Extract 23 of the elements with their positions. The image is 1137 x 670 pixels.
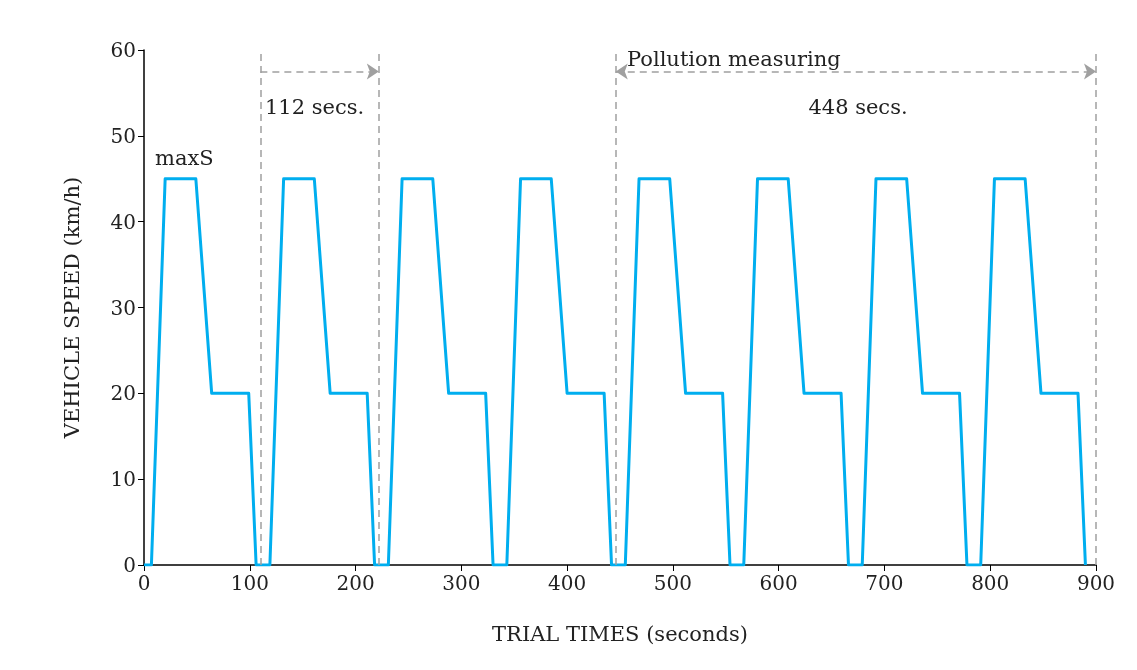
y-tick-label: 60 (110, 38, 136, 62)
annotation: Pollution measuring (627, 47, 841, 71)
annotation: maxS (155, 146, 214, 170)
x-tick-label: 700 (865, 571, 904, 595)
x-tick-label: 600 (759, 571, 798, 595)
x-tick-label: 500 (653, 571, 692, 595)
x-tick-label: 100 (230, 571, 269, 595)
y-tick-label: 50 (110, 123, 136, 148)
x-tick-label: 800 (971, 571, 1010, 595)
y-tick-label: 10 (110, 467, 136, 492)
y-tick-label: 0 (123, 553, 136, 577)
x-axis-title: TRIAL TIMES (seconds) (492, 621, 748, 646)
annotation: 448 secs. (808, 95, 908, 119)
y-axis-title: VEHICLE SPEED (km/h) (59, 176, 84, 440)
y-tick-label: 40 (110, 209, 136, 234)
x-tick-label: 400 (548, 571, 587, 595)
y-tick-label: 30 (110, 295, 136, 320)
y-tick-label: 20 (110, 381, 136, 406)
annotation: 112 secs. (265, 95, 365, 119)
x-tick-label: 200 (336, 571, 375, 595)
x-tick-label: 900 (1076, 571, 1116, 595)
x-tick-label: 300 (442, 571, 481, 595)
x-tick-label: 0 (137, 571, 151, 595)
